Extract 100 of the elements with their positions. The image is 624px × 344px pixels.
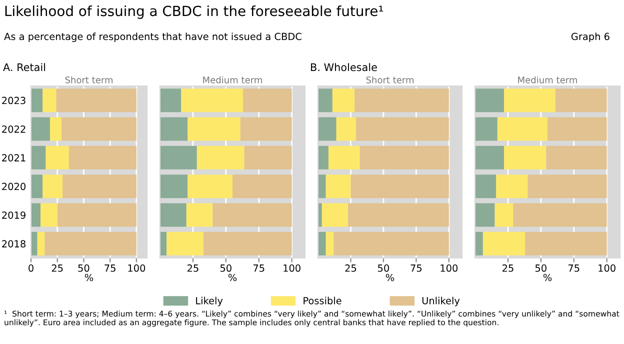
bar <box>360 146 449 170</box>
bar <box>504 88 556 112</box>
bar <box>513 203 607 227</box>
bar <box>62 117 136 141</box>
text: B. Wholesale <box>311 63 377 72</box>
bar <box>318 174 326 198</box>
bar <box>31 232 38 256</box>
bar <box>188 117 240 141</box>
bar <box>196 146 244 170</box>
x-tick-label: 75 <box>104 264 116 272</box>
bar <box>356 117 449 141</box>
bar <box>328 146 360 170</box>
text: As a percentage of respondents that have not issued a CBDC <box>4 32 302 42</box>
bar <box>212 203 292 227</box>
x-tick-label: 100 <box>440 264 458 272</box>
bar <box>548 117 607 141</box>
bar <box>244 146 292 170</box>
x-tick-label: 100 <box>598 264 616 272</box>
y-tick-label: 2022 <box>2 125 26 133</box>
bar <box>68 146 136 170</box>
x-tick-label: 25 <box>502 264 514 272</box>
bar <box>160 146 197 170</box>
bar <box>232 174 292 198</box>
bar <box>525 232 607 256</box>
bar <box>160 117 188 141</box>
bar <box>186 203 213 227</box>
x-tick-label: 75 <box>568 264 580 272</box>
x-axis-title: % <box>543 274 552 282</box>
x-axis-title: % <box>84 274 94 282</box>
x-tick-label: 50 <box>378 264 389 272</box>
y-tick-label: 2018 <box>2 240 26 248</box>
bar <box>181 88 244 112</box>
bar <box>31 146 46 170</box>
x-axis-title: % <box>228 274 237 282</box>
bar <box>37 232 45 256</box>
caption: Graph 6 <box>571 32 610 42</box>
bar <box>348 203 449 227</box>
bar <box>160 232 167 256</box>
bar <box>494 203 514 227</box>
chart-title: Short term <box>65 76 113 84</box>
bar <box>482 232 526 256</box>
x-tick-label: 50 <box>78 264 90 272</box>
bar <box>240 117 292 141</box>
bar <box>31 117 50 141</box>
bar <box>326 232 334 256</box>
x-tick-label: 25 <box>52 264 63 272</box>
bar <box>50 117 62 141</box>
y-tick-label: 2019 <box>2 211 26 219</box>
bar <box>504 146 546 170</box>
chart-title: Medium term <box>518 76 577 84</box>
bar <box>42 88 56 112</box>
bar <box>160 88 182 112</box>
bar <box>31 203 40 227</box>
bar <box>475 117 498 141</box>
bar <box>31 174 43 198</box>
chart-title: Short term <box>366 76 414 84</box>
bar <box>42 174 63 198</box>
y-tick-label: 2023 <box>2 96 26 104</box>
bar <box>44 232 136 256</box>
bar <box>318 146 328 170</box>
bar <box>322 203 348 227</box>
bar <box>326 174 351 198</box>
x-tick-label: 50 <box>535 264 546 272</box>
bar <box>475 88 504 112</box>
bar <box>166 232 204 256</box>
y-tick-label: 2020 <box>2 182 26 190</box>
bar <box>497 117 548 141</box>
x-tick-label: 100 <box>284 264 300 272</box>
bar <box>555 88 607 112</box>
bar <box>57 203 136 227</box>
bar <box>350 174 449 198</box>
bar <box>354 88 449 112</box>
bar <box>318 203 322 227</box>
bar <box>160 174 188 198</box>
legend-label: Likely <box>196 296 223 306</box>
bar <box>475 174 496 198</box>
bar <box>332 88 355 112</box>
bar <box>62 174 136 198</box>
x-tick-label: 100 <box>128 264 146 272</box>
bar <box>318 88 332 112</box>
bar <box>46 146 69 170</box>
x-axis-title: % <box>386 274 394 282</box>
x-tick-label: 0 <box>28 264 34 272</box>
bar <box>243 88 292 112</box>
bar <box>546 146 607 170</box>
x-tick-label: 25 <box>345 264 356 272</box>
x-tick-label: 25 <box>187 264 198 272</box>
y-tick-label: 2021 <box>2 154 26 162</box>
text: A. Retail <box>3 63 46 72</box>
text: Likelihood of issuing a CBDC in the foreseeable future¹ <box>5 5 383 19</box>
bar <box>188 174 232 198</box>
x-tick-label: 50 <box>220 264 232 272</box>
bar <box>334 232 449 256</box>
bar <box>40 203 58 227</box>
x-tick-label: 75 <box>410 264 422 272</box>
bar <box>475 232 483 256</box>
bar <box>204 232 292 256</box>
bar <box>336 117 356 141</box>
bar <box>56 88 136 112</box>
bar <box>528 174 607 198</box>
